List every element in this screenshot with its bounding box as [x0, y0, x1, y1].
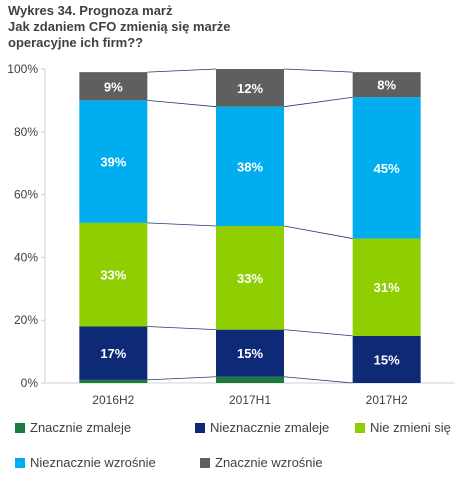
series-line-2-1 [283, 329, 353, 337]
series-line-4-1 [283, 96, 353, 108]
y-tick-label: 40% [14, 250, 38, 264]
data-label-4-0: 9% [104, 79, 123, 94]
x-tick-label-2: 2017H2 [366, 393, 408, 407]
data-label-2-2: 31% [374, 280, 400, 295]
bar-1-1 [216, 329, 284, 377]
bar-4-2 [352, 72, 421, 98]
x-tick-label-0: 2016H2 [92, 393, 134, 407]
y-tick-label: 20% [14, 313, 38, 327]
series-line-1-0 [147, 376, 217, 381]
data-label-1-0: 17% [100, 346, 126, 361]
x-tick-label-1: 2017H1 [229, 393, 271, 407]
data-label-3-2: 45% [374, 161, 400, 176]
title-line-3: operacyjne ich firm?? [8, 35, 144, 50]
title-line-2: Jak zdaniem CFO zmienią się marże [8, 19, 231, 34]
bar-4-1 [216, 69, 284, 107]
data-label-4-2: 8% [377, 78, 396, 93]
bar-3-2 [352, 97, 421, 239]
bar-1-0 [79, 326, 148, 380]
data-label-3-1: 38% [237, 159, 263, 174]
bar-0-1 [216, 376, 284, 383]
data-label-2-1: 33% [237, 271, 263, 286]
series-line-4-0 [147, 100, 217, 108]
series-line-2-0 [147, 326, 217, 331]
data-label-3-0: 39% [100, 155, 126, 170]
series-line-1-1 [283, 376, 353, 384]
bar-2-1 [216, 226, 284, 330]
bar-3-1 [216, 106, 284, 226]
data-label-1-1: 15% [237, 346, 263, 361]
data-label-1-2: 15% [374, 352, 400, 367]
chart-title: Wykres 34. Prognoza marż Jak zdaniem CFO… [8, 3, 448, 51]
series-line-3-1 [283, 225, 353, 239]
bar-2-2 [352, 238, 421, 336]
y-tick-label: 0% [21, 376, 39, 390]
y-tick-label: 100% [7, 62, 38, 76]
bar-1-2 [352, 335, 421, 383]
y-tick-label: 60% [14, 188, 38, 202]
bar-3-0 [79, 100, 148, 223]
title-line-1: Wykres 34. Prognoza marż [8, 3, 173, 18]
series-line-5-1 [283, 68, 353, 73]
y-tick-label: 80% [14, 125, 38, 139]
data-label-2-0: 33% [100, 268, 126, 283]
series-line-5-0 [147, 68, 217, 73]
bar-2-0 [79, 222, 148, 327]
bar-4-0 [79, 72, 148, 101]
data-label-4-1: 12% [237, 81, 263, 96]
bar-0-0 [79, 379, 148, 383]
series-line-3-0 [147, 222, 217, 227]
